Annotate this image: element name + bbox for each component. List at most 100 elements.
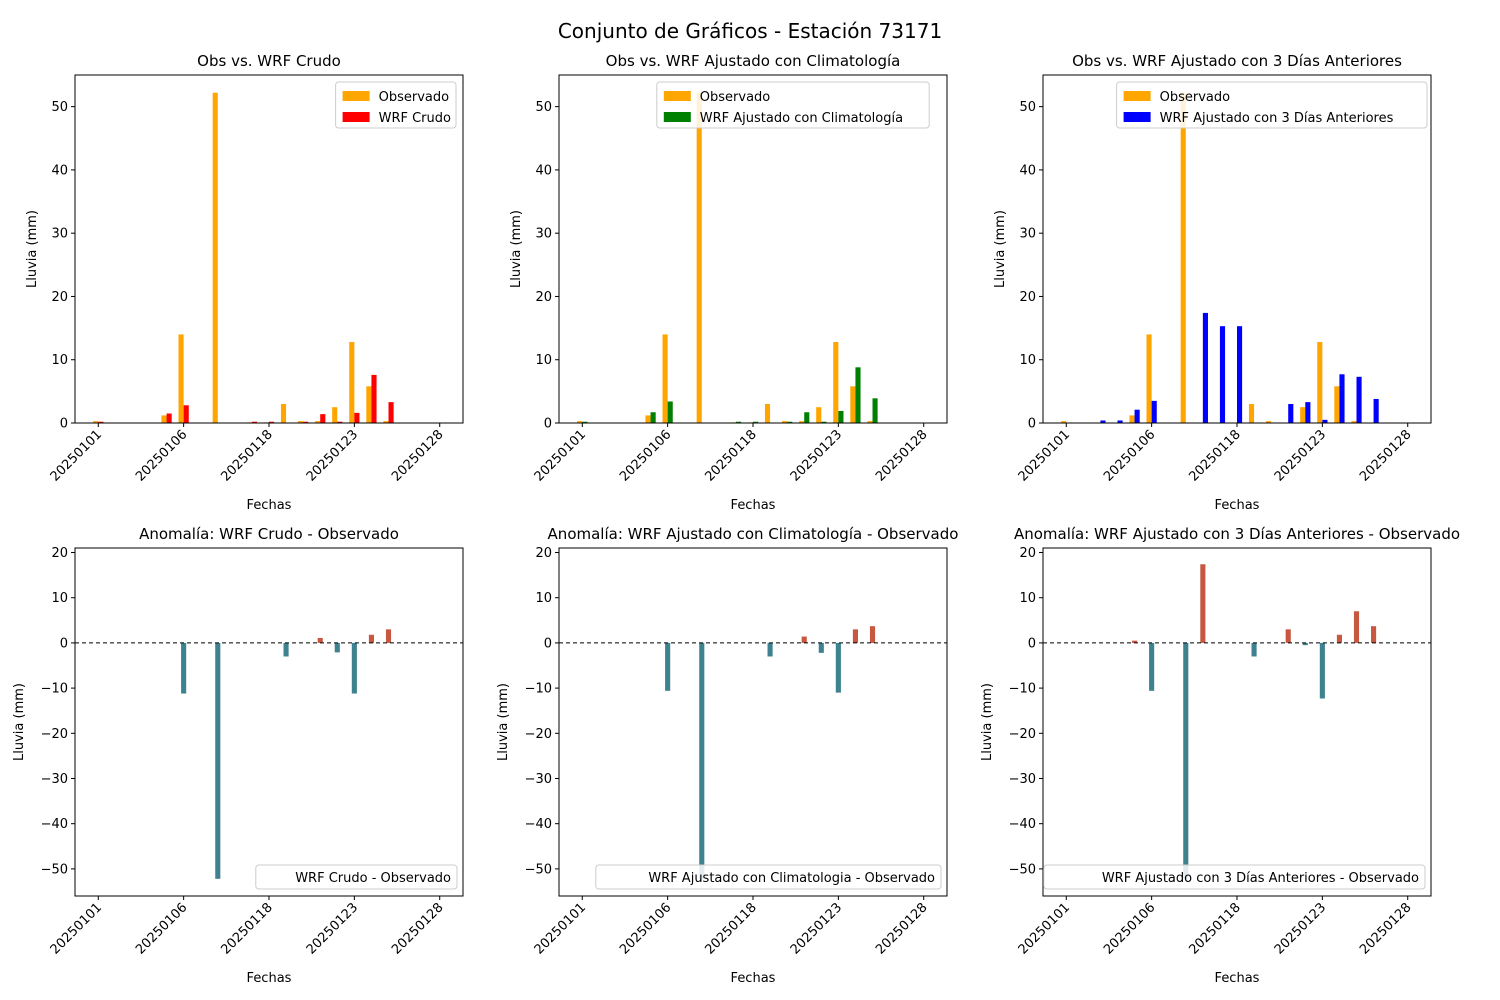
y-tick-label: 20 [1019, 290, 1036, 305]
panel-title: Obs vs. WRF Ajustado con Climatología [606, 52, 901, 70]
anomaly-bar [1302, 642, 1308, 646]
bar-observado [280, 404, 287, 423]
legend-label: WRF Ajustado con 3 Días Anteriores [1160, 111, 1394, 126]
x-axis-label: Fechas [731, 498, 776, 513]
y-tick-label: −20 [525, 727, 552, 742]
anomaly-bar [665, 642, 671, 691]
anomaly-bar [1285, 629, 1291, 643]
legend-swatch [663, 112, 691, 122]
figure-suptitle: Conjunto de Gráficos - Estación 73171 [558, 19, 942, 43]
y-axis-label: Lluvia (mm) [509, 210, 524, 288]
bar-observado [867, 421, 873, 423]
legend-label: WRF Ajustado con Climatologia - Observad… [648, 871, 935, 886]
y-tick-label: −30 [525, 772, 552, 787]
bar-observado [383, 421, 389, 423]
x-axis-label: Fechas [247, 971, 292, 986]
bar-wrf [1151, 400, 1157, 423]
bar-observado [1300, 407, 1306, 423]
y-tick-label: 30 [1019, 227, 1036, 242]
bar-wrf [838, 410, 844, 423]
bar-wrf [269, 421, 275, 423]
x-axis-label: Fechas [1215, 498, 1260, 513]
anomaly-bar [283, 642, 289, 657]
anomaly-bar [317, 637, 323, 643]
bar-observado [782, 421, 788, 423]
y-tick-label: −10 [1009, 682, 1036, 697]
legend-label: Observado [700, 90, 771, 105]
y-tick-label: −10 [41, 682, 68, 697]
y-tick-label: 30 [51, 227, 68, 242]
anomaly-bar [1251, 642, 1257, 657]
legend-box [656, 81, 930, 129]
bar-observado [696, 92, 702, 423]
y-tick-label: 10 [1019, 591, 1036, 606]
legend-swatch [1123, 112, 1151, 122]
y-tick-label: 0 [1028, 417, 1036, 432]
legend: Observado WRF Ajustado con 3 Días Anterio… [1116, 81, 1428, 129]
axes-frame [74, 547, 464, 897]
y-axis-label: Lluvia (mm) [496, 683, 511, 761]
bar-wrf [1322, 419, 1328, 423]
anomaly-bar [767, 642, 773, 657]
x-axis-label: Fechas [247, 498, 292, 513]
y-tick-label: 30 [535, 227, 552, 242]
y-tick-label: 40 [535, 163, 552, 178]
bar-wrf [251, 421, 258, 423]
y-tick-label: 50 [1019, 100, 1036, 115]
y-tick-label: 10 [51, 591, 68, 606]
bar-observado [1266, 421, 1272, 423]
bar-wrf [1288, 404, 1294, 423]
bar-wrf [753, 421, 759, 423]
y-tick-label: 0 [60, 417, 68, 432]
legend: WRF Ajustado con Climatologia - Observad… [595, 864, 942, 890]
bar-wrf [98, 421, 104, 423]
bar-wrf [303, 421, 309, 423]
legend-label: WRF Ajustado con 3 Días Anteriores - Obs… [1102, 871, 1419, 886]
y-tick-label: 20 [51, 546, 68, 561]
bar-observado [799, 421, 805, 423]
bar-observado [161, 415, 167, 423]
y-tick-label: −30 [41, 772, 68, 787]
bar-wrf [371, 374, 377, 423]
anomaly-bar [334, 642, 340, 653]
axes-frame [558, 74, 948, 424]
anomaly-bar [1149, 642, 1155, 691]
legend-box [595, 864, 942, 890]
panel-title: Obs vs. WRF Crudo [197, 52, 341, 70]
bar-observado [93, 421, 99, 423]
y-tick-label: −50 [41, 862, 68, 877]
bar-wrf [183, 405, 189, 423]
legend-box [255, 864, 458, 890]
y-tick-label: −40 [525, 817, 552, 832]
legend-box [1043, 864, 1426, 890]
bar-observado [332, 407, 338, 423]
bar-observado [1351, 421, 1357, 423]
bar-observado [349, 342, 355, 423]
bar-observado [1146, 334, 1152, 423]
panel-title: Obs vs. WRF Ajustado con 3 Días Anterior… [1072, 52, 1402, 70]
bar-observado [816, 407, 822, 423]
bar-observado [764, 404, 771, 423]
y-tick-label: 10 [1019, 353, 1036, 368]
anomaly-bar [1353, 611, 1360, 643]
bar-observado [850, 386, 856, 423]
legend-swatch [342, 112, 370, 122]
axes-frame [1042, 74, 1432, 424]
y-axis-label: Lluvia (mm) [980, 683, 995, 761]
anomaly-bar [818, 642, 824, 653]
y-tick-label: 20 [51, 290, 68, 305]
legend-label: Observado [379, 90, 450, 105]
legend-swatch [342, 91, 370, 101]
y-tick-label: −10 [525, 682, 552, 697]
bar-observado [1334, 386, 1340, 423]
bar-observado [178, 334, 184, 423]
bar-wrf [1356, 376, 1362, 423]
anomaly-bar [1336, 634, 1342, 643]
bar-wrf [1219, 326, 1226, 423]
legend-label: WRF Crudo [379, 111, 451, 126]
legend-swatch [1123, 91, 1151, 101]
y-tick-label: 0 [1028, 636, 1036, 651]
bar-wrf [821, 421, 827, 423]
